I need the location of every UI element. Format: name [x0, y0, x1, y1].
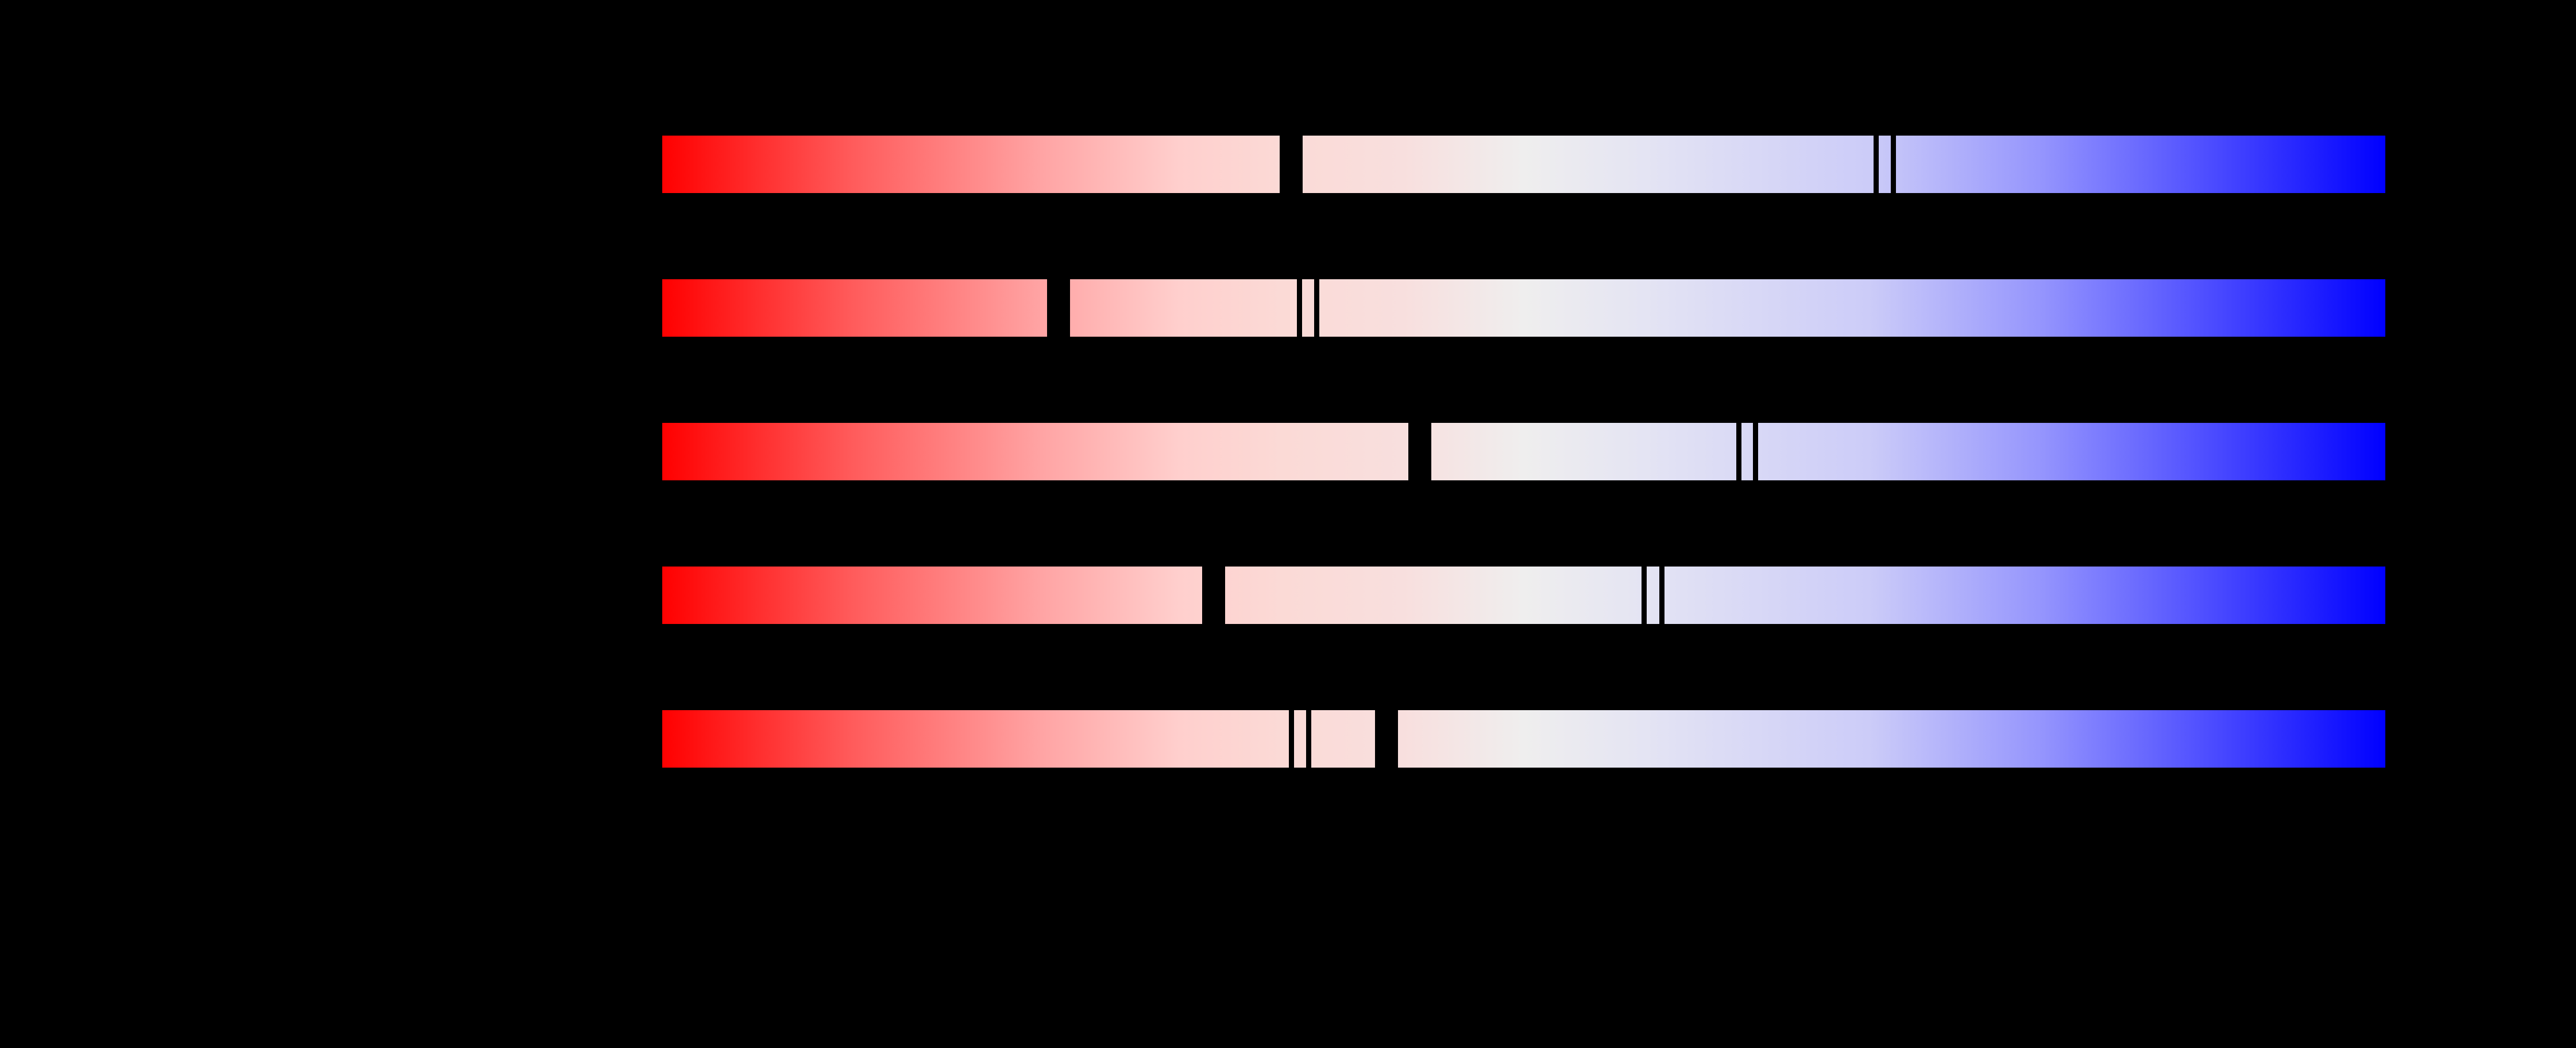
- thin-interval-marker: [1659, 567, 1664, 624]
- thin-interval-marker: [1314, 279, 1319, 337]
- distribution-strip-1: [662, 136, 2385, 193]
- thin-interval-marker: [1297, 279, 1302, 337]
- distribution-strip-3: [662, 423, 2385, 480]
- thick-interval-marker: [1202, 567, 1225, 624]
- distribution-strip-2: [662, 279, 2385, 337]
- thin-interval-marker: [1306, 710, 1311, 768]
- thick-interval-marker: [1280, 136, 1303, 193]
- thick-interval-marker: [1047, 279, 1070, 337]
- thick-interval-marker: [1408, 423, 1431, 480]
- thin-interval-marker: [1891, 136, 1896, 193]
- thick-interval-marker: [1375, 710, 1398, 768]
- distribution-strip-5: [662, 710, 2385, 768]
- thin-interval-marker: [1289, 710, 1294, 768]
- thin-interval-marker: [1642, 567, 1647, 624]
- thin-interval-marker: [1736, 423, 1741, 480]
- thin-interval-marker: [1874, 136, 1879, 193]
- thin-interval-marker: [1753, 423, 1758, 480]
- distribution-strip-4: [662, 567, 2385, 624]
